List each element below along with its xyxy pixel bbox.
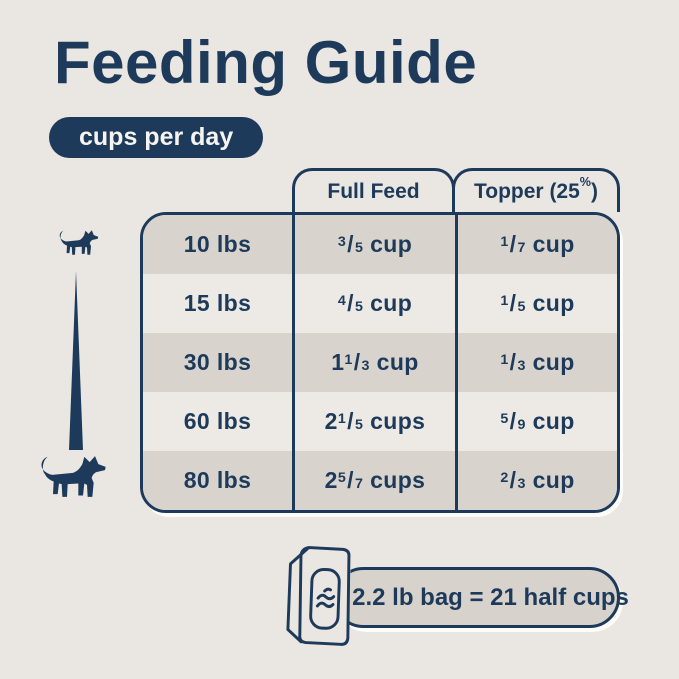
small-dog-icon (59, 230, 99, 255)
table-row: 10 lbs 3/5 cup 1/7 cup (143, 215, 617, 274)
weight-cell: 60 lbs (183, 408, 252, 434)
size-gradient-triangle (69, 271, 83, 450)
large-dog-icon (41, 456, 106, 497)
weight-cell: 15 lbs (183, 290, 252, 316)
bag-note-text: 2.2 lb bag = 21 half cups (352, 583, 629, 611)
full-feed-cell: 4/5 cup (292, 274, 455, 333)
topper-label: Topper (25%) (474, 174, 598, 203)
weight-cell: 10 lbs (183, 231, 252, 257)
cups-per-day-badge: cups per day (49, 117, 264, 158)
full-feed-cell: 3/5 cup (292, 215, 455, 274)
table-row: 15 lbs 4/5 cup 1/5 cup (143, 274, 617, 333)
topper-cell: 1/5 cup (455, 274, 617, 333)
full-feed-label: Full Feed (327, 179, 420, 203)
dog-food-bag-icon (283, 545, 351, 647)
percent-superscript: % (579, 174, 591, 189)
topper-cell: 2/3 cup (455, 451, 617, 510)
full-feed-cell: 2 1/5 cups (292, 392, 455, 451)
weight-cell: 80 lbs (183, 467, 252, 493)
topper-cell: 1/3 cup (455, 333, 617, 392)
table-row: 60 lbs 2 1/5 cups 5/9 cup (143, 392, 617, 451)
column-header-full-feed: Full Feed (292, 168, 455, 212)
feeding-table: 10 lbs 3/5 cup 1/7 cup 15 lbs 4/5 cup 1/5 cup… (140, 212, 620, 513)
feeding-table-body: 10 lbs 3/5 cup 1/7 cup 15 lbs 4/5 cup 1/5 cup… (143, 215, 617, 510)
bag-note-pill: 2.2 lb bag = 21 half cups (333, 567, 629, 628)
weight-cell: 30 lbs (183, 349, 252, 375)
column-header-topper: Topper (25%) (452, 168, 620, 212)
table-row: 80 lbs 2 5/7 cups 2/3 cup (143, 451, 617, 510)
topper-cell: 1/7 cup (455, 215, 617, 274)
table-row: 30 lbs 1 1/3 cup 1/3 cup (143, 333, 617, 392)
page-title: Feeding Guide (54, 29, 478, 96)
topper-cell: 5/9 cup (455, 392, 617, 451)
full-feed-cell: 2 5/7 cups (292, 451, 455, 510)
full-feed-cell: 1 1/3 cup (292, 333, 455, 392)
